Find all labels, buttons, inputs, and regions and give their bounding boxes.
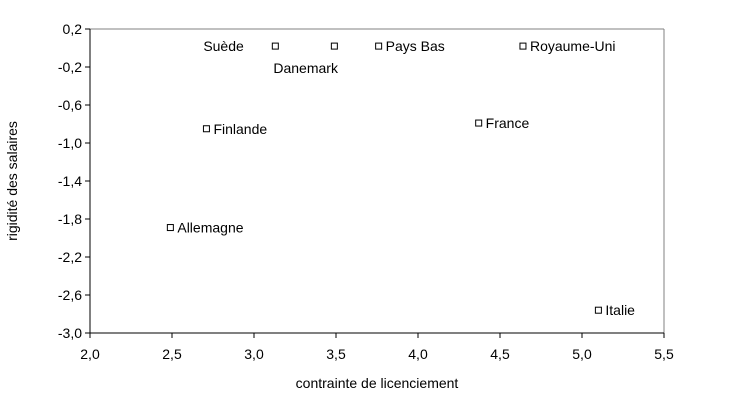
y-tick-label: -1,4 — [58, 173, 82, 189]
x-tick-label: 4,5 — [490, 346, 510, 362]
x-tick-label: 3,5 — [326, 346, 346, 362]
data-label: Royaume-Uni — [530, 38, 616, 54]
x-tick-label: 5,0 — [572, 346, 592, 362]
data-label: Suède — [203, 38, 244, 54]
data-label: Pays Bas — [386, 38, 445, 54]
data-point — [475, 119, 483, 127]
x-tick-label: 5,5 — [654, 346, 674, 362]
data-point — [375, 42, 383, 50]
data-label: Danemark — [273, 60, 339, 76]
data-point — [202, 125, 210, 133]
x-tick-label: 2,5 — [162, 346, 182, 362]
data-point — [166, 224, 174, 232]
x-tick-label: 2,0 — [80, 346, 100, 362]
data-label: France — [486, 115, 530, 131]
data-point — [330, 42, 338, 50]
data-label: Allemagne — [177, 220, 243, 236]
x-tick-label: 4,0 — [408, 346, 428, 362]
y-axis-label: rigidité des salaires — [4, 121, 20, 241]
y-tick-label: -1,0 — [58, 135, 82, 151]
y-tick-label: 0,2 — [63, 21, 83, 37]
y-tick-label: -2,2 — [58, 249, 82, 265]
data-label: Finlande — [213, 121, 267, 137]
y-tick-label: -1,8 — [58, 211, 82, 227]
data-label: Italie — [605, 302, 635, 318]
y-tick-label: -0,6 — [58, 97, 82, 113]
x-tick-label: 3,0 — [244, 346, 264, 362]
data-point — [271, 42, 279, 50]
y-tick-label: -2,6 — [58, 287, 82, 303]
y-tick-label: -0,2 — [58, 59, 82, 75]
data-point — [519, 42, 527, 50]
y-tick-label: -3,0 — [58, 325, 82, 341]
x-axis-label: contrainte de licenciement — [296, 375, 459, 391]
data-point — [594, 306, 602, 314]
